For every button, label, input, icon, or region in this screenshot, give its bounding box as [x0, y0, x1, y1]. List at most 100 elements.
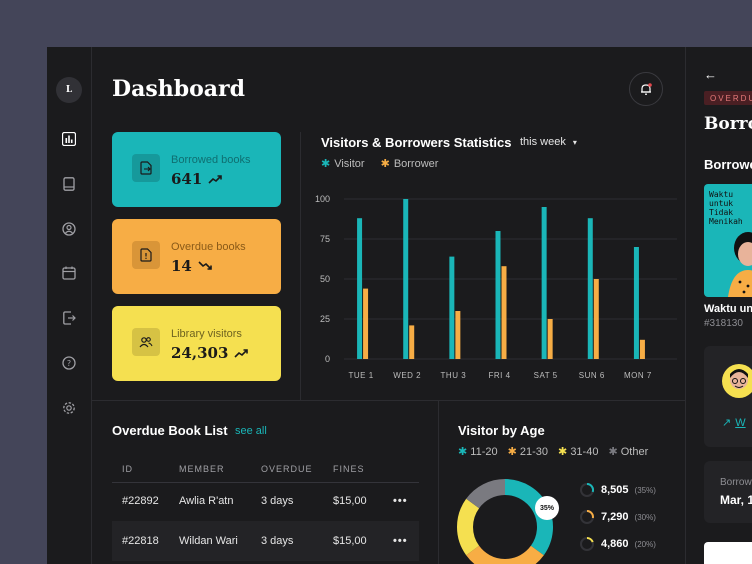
legend-item: ✱ 31-40 [558, 445, 598, 458]
stat-card-overdue[interactable]: Overdue books 14 [112, 219, 281, 294]
stat-number: 14 [171, 257, 192, 275]
x-tick-label: TUE 1 [348, 371, 373, 380]
donut-slice [504, 479, 553, 556]
divider [438, 400, 439, 564]
action-button[interactable] [704, 542, 752, 564]
legend-label: 31-40 [570, 446, 599, 458]
range-dropdown[interactable]: this week ▾ [520, 136, 577, 148]
gear-icon[interactable] [59, 398, 79, 418]
asterisk-icon: ✱ [380, 158, 390, 170]
table-row[interactable]: #22818 Wildan Wari 3 days $15,00 ••• [112, 521, 419, 561]
table-row[interactable]: #22892 Awlia R'atn 3 days $15,00 ••• [112, 481, 419, 521]
page-title: Dashboard [112, 76, 245, 102]
file-alert-icon [132, 241, 160, 269]
x-tick-label: WED 2 [393, 371, 421, 380]
age-value: 4,860 [601, 538, 629, 550]
x-tick-label: SUN 6 [579, 371, 605, 380]
bar [449, 256, 455, 359]
section-title: Overdue Book List [112, 423, 228, 438]
book-icon[interactable] [59, 174, 79, 194]
progress-ring-icon [580, 482, 594, 497]
section-title: Visitor by Age [458, 423, 545, 438]
users-icon [132, 328, 160, 356]
column-header: MEMBER [179, 464, 225, 474]
cell-id: #22818 [122, 535, 159, 547]
panel-value: Mar, 1 [720, 493, 752, 507]
y-tick-label: 25 [320, 314, 330, 324]
stat-card-borrowed[interactable]: Borrowed books 641 [112, 132, 281, 207]
legend-label: Borrower [393, 157, 439, 170]
member-link-label: W [735, 416, 746, 429]
bell-icon [641, 83, 652, 95]
y-tick-label: 50 [320, 274, 330, 284]
cell-overdue: 3 days [261, 535, 294, 547]
x-tick-label: THU 3 [441, 371, 467, 380]
bar [541, 207, 547, 359]
age-percent: (30%) [634, 512, 656, 522]
age-stat-row: 7,290 (30%) [579, 509, 656, 525]
bar [547, 319, 553, 359]
bar [501, 266, 507, 359]
column-header: ID [122, 464, 133, 474]
help-icon[interactable]: ? [59, 353, 79, 373]
progress-ring-icon [580, 536, 594, 551]
legend-item: ✱ Other [608, 445, 648, 458]
trend-up-icon [234, 349, 249, 358]
book-cover-text: Waktu untuk Tidak Menikah [709, 190, 743, 226]
donut-slice [466, 479, 506, 509]
y-tick-label: 100 [315, 194, 330, 204]
stat-label: Library visitors [171, 328, 242, 340]
trend-up-icon [208, 175, 223, 184]
chart-legend: ✱ Visitor ✱ Borrower [321, 157, 439, 171]
external-link-icon: ↗ [722, 417, 732, 429]
stat-label: Borrowed books [171, 154, 251, 166]
cell-member: Wildan Wari [179, 535, 238, 547]
asterisk-icon: ✱ [507, 446, 517, 458]
logo: L [56, 77, 82, 103]
bar [455, 311, 461, 359]
cell-fines: $15,00 [333, 535, 367, 547]
more-options-icon[interactable]: ••• [393, 495, 408, 507]
asterisk-icon: ✱ [558, 446, 568, 458]
x-tick-label: FRI 4 [488, 371, 510, 380]
panel-label: Borrow [720, 477, 752, 488]
app-window: L ? Dashboard [47, 47, 752, 564]
stat-value: 14 [171, 257, 212, 275]
legend-item: ✱ 21-30 [508, 445, 548, 458]
y-tick-label: 0 [325, 354, 330, 364]
cell-overdue: 3 days [261, 495, 294, 507]
book-cover[interactable]: Waktu untuk Tidak Menikah [704, 184, 752, 297]
stat-card-visitors[interactable]: Library visitors 24,303 [112, 306, 281, 381]
notification-button[interactable] [629, 72, 663, 106]
age-percent: (35%) [634, 485, 656, 495]
chevron-down-icon: ▾ [572, 138, 577, 147]
user-icon[interactable] [59, 219, 79, 239]
stat-label: Overdue books [171, 241, 246, 253]
sidebar: L ? [47, 47, 92, 564]
bar [639, 339, 645, 359]
chart-icon[interactable] [59, 129, 79, 149]
member-link[interactable]: ↗ W [722, 416, 746, 430]
export-icon[interactable] [59, 308, 79, 328]
bar [633, 247, 639, 359]
age-legend: ✱ 11-20 ✱ 21-30 ✱ 31-40 ✱ Other [458, 445, 648, 458]
bar [363, 288, 369, 359]
book-id: #318130 [704, 318, 743, 329]
back-arrow-icon[interactable]: ← [704, 67, 717, 82]
x-tick-label: MON 7 [624, 371, 652, 380]
column-header: FINES [333, 464, 365, 474]
divider [92, 400, 685, 401]
bar [593, 279, 599, 359]
age-stat-row: 4,860 (20%) [579, 536, 656, 552]
calendar-icon[interactable] [59, 263, 79, 283]
legend-label: Other [620, 446, 649, 458]
bar [403, 199, 409, 359]
age-percent: (20%) [634, 539, 656, 549]
donut-slice [466, 545, 544, 564]
trend-down-icon [198, 261, 212, 270]
age-donut-chart [457, 479, 553, 564]
see-all-link[interactable]: see all [235, 425, 267, 437]
table-header: ID MEMBER OVERDUE FINES [112, 455, 419, 483]
stat-number: 641 [171, 170, 203, 188]
more-options-icon[interactable]: ••• [393, 535, 408, 547]
